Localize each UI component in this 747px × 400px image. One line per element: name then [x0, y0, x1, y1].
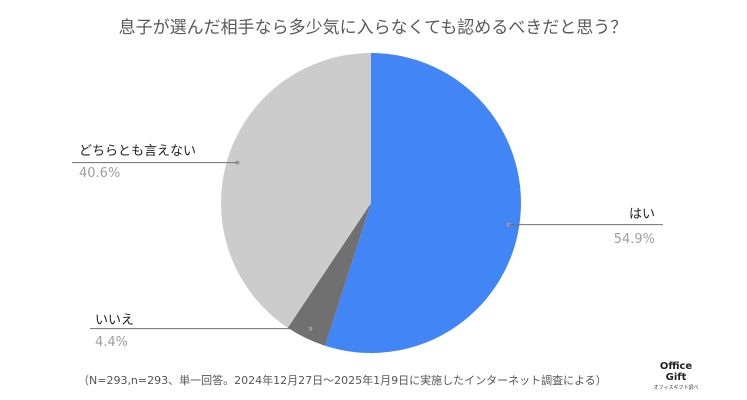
- logo-line2: Gift: [666, 372, 687, 383]
- slice-value-2: 4.4%: [95, 335, 128, 350]
- slice-label-3: どちらとも言えない: [79, 144, 196, 159]
- pie-slice-3: [221, 53, 371, 328]
- pie-slice-1: [325, 53, 521, 353]
- pie-slices: [221, 53, 521, 353]
- slice-label-2: いいえ: [95, 313, 134, 328]
- slice-label-1: はい: [629, 207, 655, 222]
- logo-line1: Office: [660, 361, 693, 372]
- slice-labels: はい 54.9% いいえ 4.4% どちらとも言えない 40.6%: [72, 144, 663, 350]
- footnote: （N=293,n=293、単一回答。2024年12月27日〜2025年1月9日に…: [78, 373, 607, 387]
- pie-slice-2: [287, 203, 371, 346]
- chart-title: 息子が選んだ相手なら多少気に入らなくても認めるべきだと思う？: [119, 18, 628, 38]
- office-gift-logo: Office Gift オフィスギフト調べ: [654, 361, 699, 391]
- slice-value-1: 54.9%: [614, 232, 655, 247]
- logo-tagline: オフィスギフト調べ: [654, 384, 699, 391]
- slice-value-3: 40.6%: [79, 166, 120, 181]
